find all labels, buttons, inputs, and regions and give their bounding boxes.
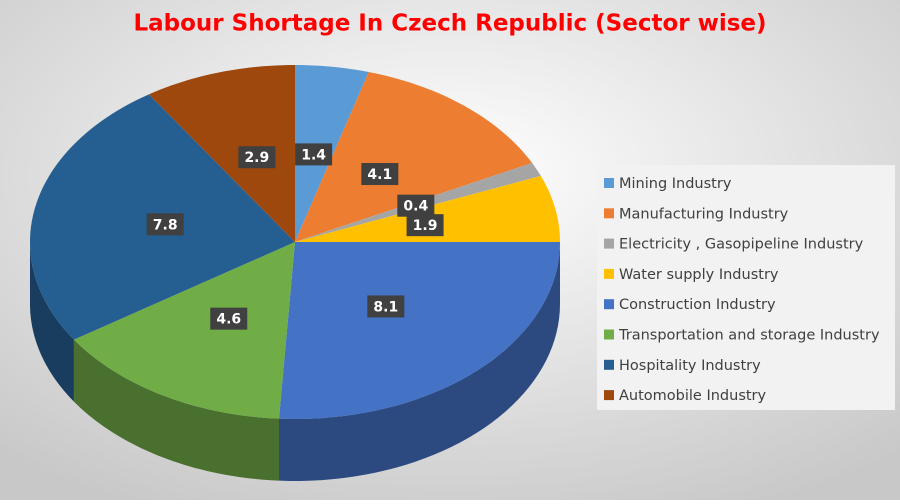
legend-swatch	[604, 268, 614, 279]
legend-swatch	[604, 359, 614, 370]
slice-side	[30, 242, 74, 402]
data-label-box	[397, 194, 435, 217]
data-label-box	[146, 213, 184, 236]
data-label-box	[406, 214, 444, 237]
data-label: 0.4	[403, 199, 428, 215]
legend-swatch	[604, 329, 614, 340]
data-label: 8.1	[373, 299, 398, 315]
legend-label: Mining Industry	[619, 176, 732, 192]
data-label: 4.6	[216, 312, 241, 328]
data-label: 7.8	[153, 217, 178, 233]
slice	[73, 242, 295, 419]
legend-label: Automobile Industry	[619, 388, 767, 404]
legend-label: Water supply Industry	[619, 267, 779, 283]
legend-label: Manufacturing Industry	[619, 206, 789, 222]
legend-label: Transportation and storage Industry	[618, 328, 880, 344]
data-label: 1.4	[301, 147, 326, 163]
slice	[279, 242, 560, 419]
chart-title: Labour Shortage In Czech Republic (Secto…	[133, 11, 766, 37]
data-label-box	[210, 307, 248, 330]
data-label-box	[367, 295, 405, 318]
legend-swatch	[604, 299, 614, 310]
data-label: 1.9	[413, 218, 438, 234]
data-label-box	[295, 143, 333, 166]
slice	[295, 71, 533, 243]
legend-swatch	[604, 178, 614, 188]
legend-swatch	[604, 208, 614, 219]
data-label-box	[361, 163, 399, 186]
legend-swatch	[604, 238, 614, 249]
slice-side	[73, 339, 279, 481]
legend-box	[597, 165, 895, 410]
legend-swatch	[604, 390, 614, 401]
data-label: 4.1	[367, 167, 392, 183]
legend-label: Construction Industry	[619, 297, 776, 313]
slice-side	[278, 242, 560, 481]
legend-label: Electricity , Gasopipeline Industry	[619, 237, 864, 253]
data-label: 2.9	[244, 150, 269, 166]
slice	[148, 65, 295, 242]
legend-label: Hospitality Industry	[619, 358, 761, 374]
data-label-box	[238, 146, 276, 169]
